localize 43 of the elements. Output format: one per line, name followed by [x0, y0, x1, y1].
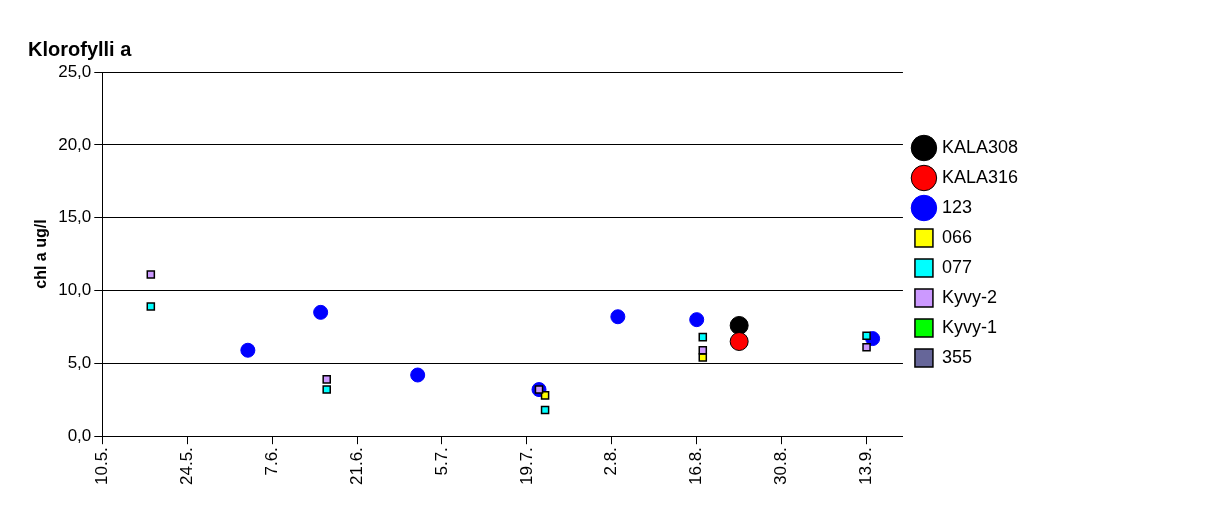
- legend-label: Kyvy-2: [941, 286, 997, 307]
- point: [540, 405, 550, 415]
- point: [322, 385, 331, 394]
- point: [610, 309, 626, 325]
- x-tick-label: 21.6.: [346, 447, 366, 485]
- point: [240, 342, 256, 358]
- x-tick-label: 7.6.: [261, 447, 281, 476]
- y-axis-title: chl a ug/l: [32, 219, 50, 289]
- x-tick-label: 2.8.: [601, 447, 621, 476]
- chart-title: Klorofylli a: [28, 37, 133, 60]
- point: [146, 270, 156, 279]
- point: [313, 304, 329, 320]
- x-tick-label: 16.8.: [686, 447, 706, 485]
- point: [729, 332, 749, 351]
- point: [862, 343, 871, 352]
- y-tick-label: 15,0: [58, 207, 92, 227]
- point: [698, 332, 708, 342]
- legend-label: KALA308: [941, 136, 1018, 157]
- x-tick-label: 13.9.: [856, 447, 876, 485]
- point: [689, 312, 705, 328]
- y-tick-label: 20,0: [58, 134, 92, 154]
- x-tick-label: 30.8.: [771, 447, 791, 485]
- legend-label: KALA316: [941, 166, 1018, 187]
- point: [410, 367, 426, 383]
- x-tick-label: 24.5.: [176, 447, 196, 485]
- point: [729, 315, 749, 335]
- legend-label: 355: [941, 346, 972, 367]
- legend-label: 066: [941, 226, 972, 247]
- point: [862, 331, 871, 340]
- point: [540, 391, 550, 400]
- legend-label: 123: [941, 196, 972, 217]
- y-tick-label: 5,0: [67, 353, 92, 373]
- legend-label: Kyvy-1: [941, 316, 997, 337]
- x-tick-label: 5.7.: [431, 447, 451, 476]
- x-tick-label: 19.7.: [516, 447, 536, 485]
- legend-label: 077: [941, 256, 972, 277]
- point: [698, 345, 708, 355]
- point: [146, 302, 156, 311]
- y-tick-label: 10,0: [58, 280, 92, 300]
- y-tick-label: 0,0: [67, 425, 92, 445]
- point: [322, 375, 331, 384]
- x-tick-label: 10.5.: [91, 447, 111, 485]
- y-tick-label: 25,0: [58, 61, 92, 81]
